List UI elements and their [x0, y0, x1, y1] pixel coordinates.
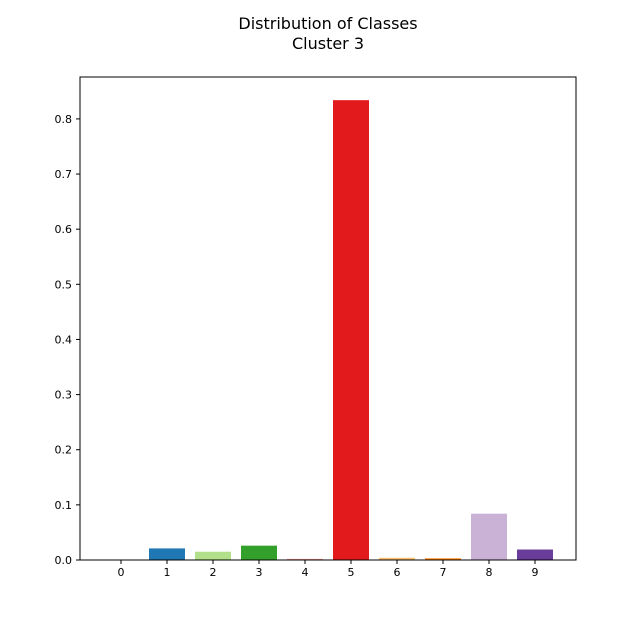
bar-5: [333, 100, 369, 560]
y-tick-label-0.1: 0.1: [55, 499, 73, 512]
y-tick-label-0.3: 0.3: [55, 389, 73, 402]
bar-7: [425, 558, 461, 560]
y-tick-label-0.5: 0.5: [55, 278, 73, 291]
x-tick-label-3: 3: [256, 566, 263, 579]
y-axis: 0.0 0.1 0.2 0.3 0.4 0.5 0.6 0.7 0.8: [55, 113, 80, 567]
y-tick-label-0.2: 0.2: [55, 444, 73, 457]
x-tick-label-0: 0: [118, 566, 125, 579]
x-tick-label-6: 6: [394, 566, 401, 579]
x-tick-label-2: 2: [210, 566, 217, 579]
x-axis: 0 1 2 3 4 5 6 7 8 9: [118, 560, 539, 579]
bar-1: [149, 548, 185, 560]
bar-9: [517, 549, 553, 560]
bars-group: [149, 100, 553, 560]
y-tick-label-0.0: 0.0: [55, 554, 73, 567]
x-tick-label-7: 7: [440, 566, 447, 579]
x-tick-label-4: 4: [302, 566, 309, 579]
bar-8: [471, 513, 507, 560]
bar-6: [379, 557, 415, 560]
plot-frame: [79, 76, 577, 561]
y-tick-label-0.7: 0.7: [55, 168, 73, 181]
x-tick-label-9: 9: [532, 566, 539, 579]
y-tick-label-0.4: 0.4: [55, 333, 73, 346]
bar-3: [241, 545, 277, 560]
chart-title-line-1: Distribution of Classes: [238, 14, 417, 33]
chart-title-line-2: Cluster 3: [292, 34, 364, 53]
y-tick-label-0.8: 0.8: [55, 113, 73, 126]
x-tick-label-1: 1: [164, 566, 171, 579]
y-tick-label-0.6: 0.6: [55, 223, 73, 236]
x-tick-label-5: 5: [348, 566, 355, 579]
bar-2: [195, 551, 231, 560]
bar-4: [287, 558, 323, 560]
x-tick-label-8: 8: [486, 566, 493, 579]
